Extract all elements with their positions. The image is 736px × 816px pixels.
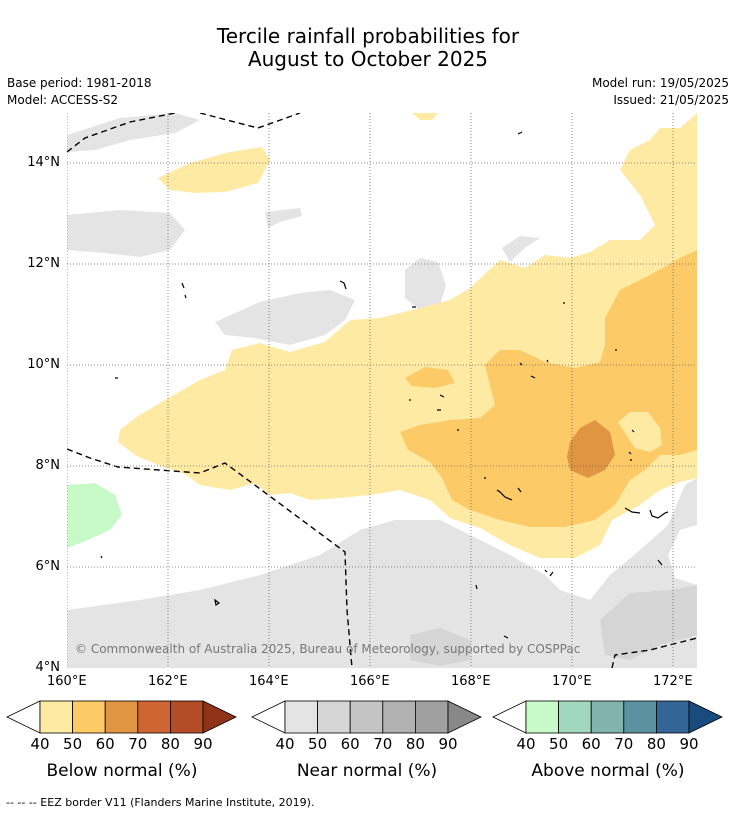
lat-tick-6: 6°N (35, 559, 61, 574)
colorbar-label-below: Below normal (%) (46, 761, 198, 781)
gridlines (67, 113, 697, 668)
colorbar-tick-label: 60 (340, 735, 360, 753)
colorbar-tick-label: 50 (63, 735, 83, 753)
map-title-line2: August to October 2025 (247, 47, 489, 71)
colorbar-segment (590, 700, 625, 734)
colorbar-label-above: Above normal (%) (531, 761, 685, 781)
lat-tick-10: 10°N (27, 357, 60, 372)
lon-tick-164: 164°E (249, 674, 289, 689)
colorbar-tick-label: 60 (581, 735, 601, 753)
colorbar-segment (525, 700, 559, 734)
lat-tick-4: 4°N (35, 660, 61, 675)
model-run: Model run: 19/05/2025 (591, 76, 729, 90)
colorbar-segment (414, 700, 449, 734)
lat-tick-12: 12°N (27, 256, 60, 271)
colorbar-below-normal (6, 700, 237, 734)
model-name: Model: ACCESS-S2 (7, 93, 119, 107)
above-normal-40-50 (67, 483, 122, 548)
colorbar-tick-label: 80 (405, 735, 425, 753)
colorbar-segment (655, 700, 690, 734)
lon-tick-168: 168°E (451, 674, 491, 689)
colorbar-segment (382, 700, 416, 734)
eez-borders (67, 113, 697, 668)
lon-tick-166: 166°E (350, 674, 390, 689)
colorbar-segment (284, 700, 318, 734)
eez-footnote: -- -- -- EEZ border V11 (Flanders Marine… (6, 796, 315, 809)
colorbar-min-extension (492, 700, 527, 734)
colorbar-near-normal (251, 700, 482, 734)
colorbar-tick-label: 40 (275, 735, 295, 753)
colorbar-tick-label: 80 (646, 735, 666, 753)
map-title-line1: Tercile rainfall probabilities for (216, 24, 520, 48)
colorbar-tick-label: 50 (308, 735, 328, 753)
below-normal-60-70 (567, 420, 615, 478)
colorbar-tick-label: 80 (160, 735, 180, 753)
colorbar-segment (317, 700, 351, 734)
colorbar-segment (137, 700, 171, 734)
colorbar-tick-label: 40 (30, 735, 50, 753)
lat-tick-8: 8°N (35, 458, 61, 473)
colorbar-tick-label: 90 (679, 735, 699, 753)
colorbar-min-extension (6, 700, 41, 734)
colorbar-segment (72, 700, 106, 734)
colorbar-above-normal (492, 700, 723, 734)
copyright-notice: © Commonwealth of Australia 2025, Bureau… (75, 642, 580, 656)
white-gaps (668, 525, 697, 585)
colorbar-tick-label: 60 (95, 735, 115, 753)
colorbar-tick-label: 50 (549, 735, 569, 753)
colorbar-segment (349, 700, 384, 734)
island-outlines (100, 131, 669, 639)
colorbar-segment (623, 700, 657, 734)
colorbar-tick-label: 70 (128, 735, 148, 753)
colorbar-label-near: Near normal (%) (296, 761, 438, 781)
lon-tick-170: 170°E (552, 674, 592, 689)
colorbar-min-extension (251, 700, 286, 734)
colorbar-segment (39, 700, 73, 734)
lon-tick-162: 162°E (148, 674, 188, 689)
colorbar-max-extension (447, 700, 482, 734)
white-pockets (618, 412, 662, 452)
colorbar-max-extension (688, 700, 723, 734)
issued-date: Issued: 21/05/2025 (613, 93, 729, 107)
colorbar-segment (558, 700, 592, 734)
colorbar-tick-label: 70 (614, 735, 634, 753)
lon-tick-160: 160°E (47, 674, 87, 689)
below-normal-50-60 (400, 250, 697, 527)
colorbar-tick-label: 40 (516, 735, 536, 753)
colorbar-segment (169, 700, 204, 734)
colorbar-tick-label: 90 (438, 735, 458, 753)
colorbar-segment (104, 700, 139, 734)
lon-tick-172: 172°E (653, 674, 693, 689)
lat-tick-14: 14°N (27, 155, 60, 170)
colorbar-tick-label: 90 (193, 735, 213, 753)
base-period: Base period: 1981-2018 (7, 76, 152, 90)
colorbar-tick-label: 70 (373, 735, 393, 753)
colorbar-max-extension (202, 700, 237, 734)
